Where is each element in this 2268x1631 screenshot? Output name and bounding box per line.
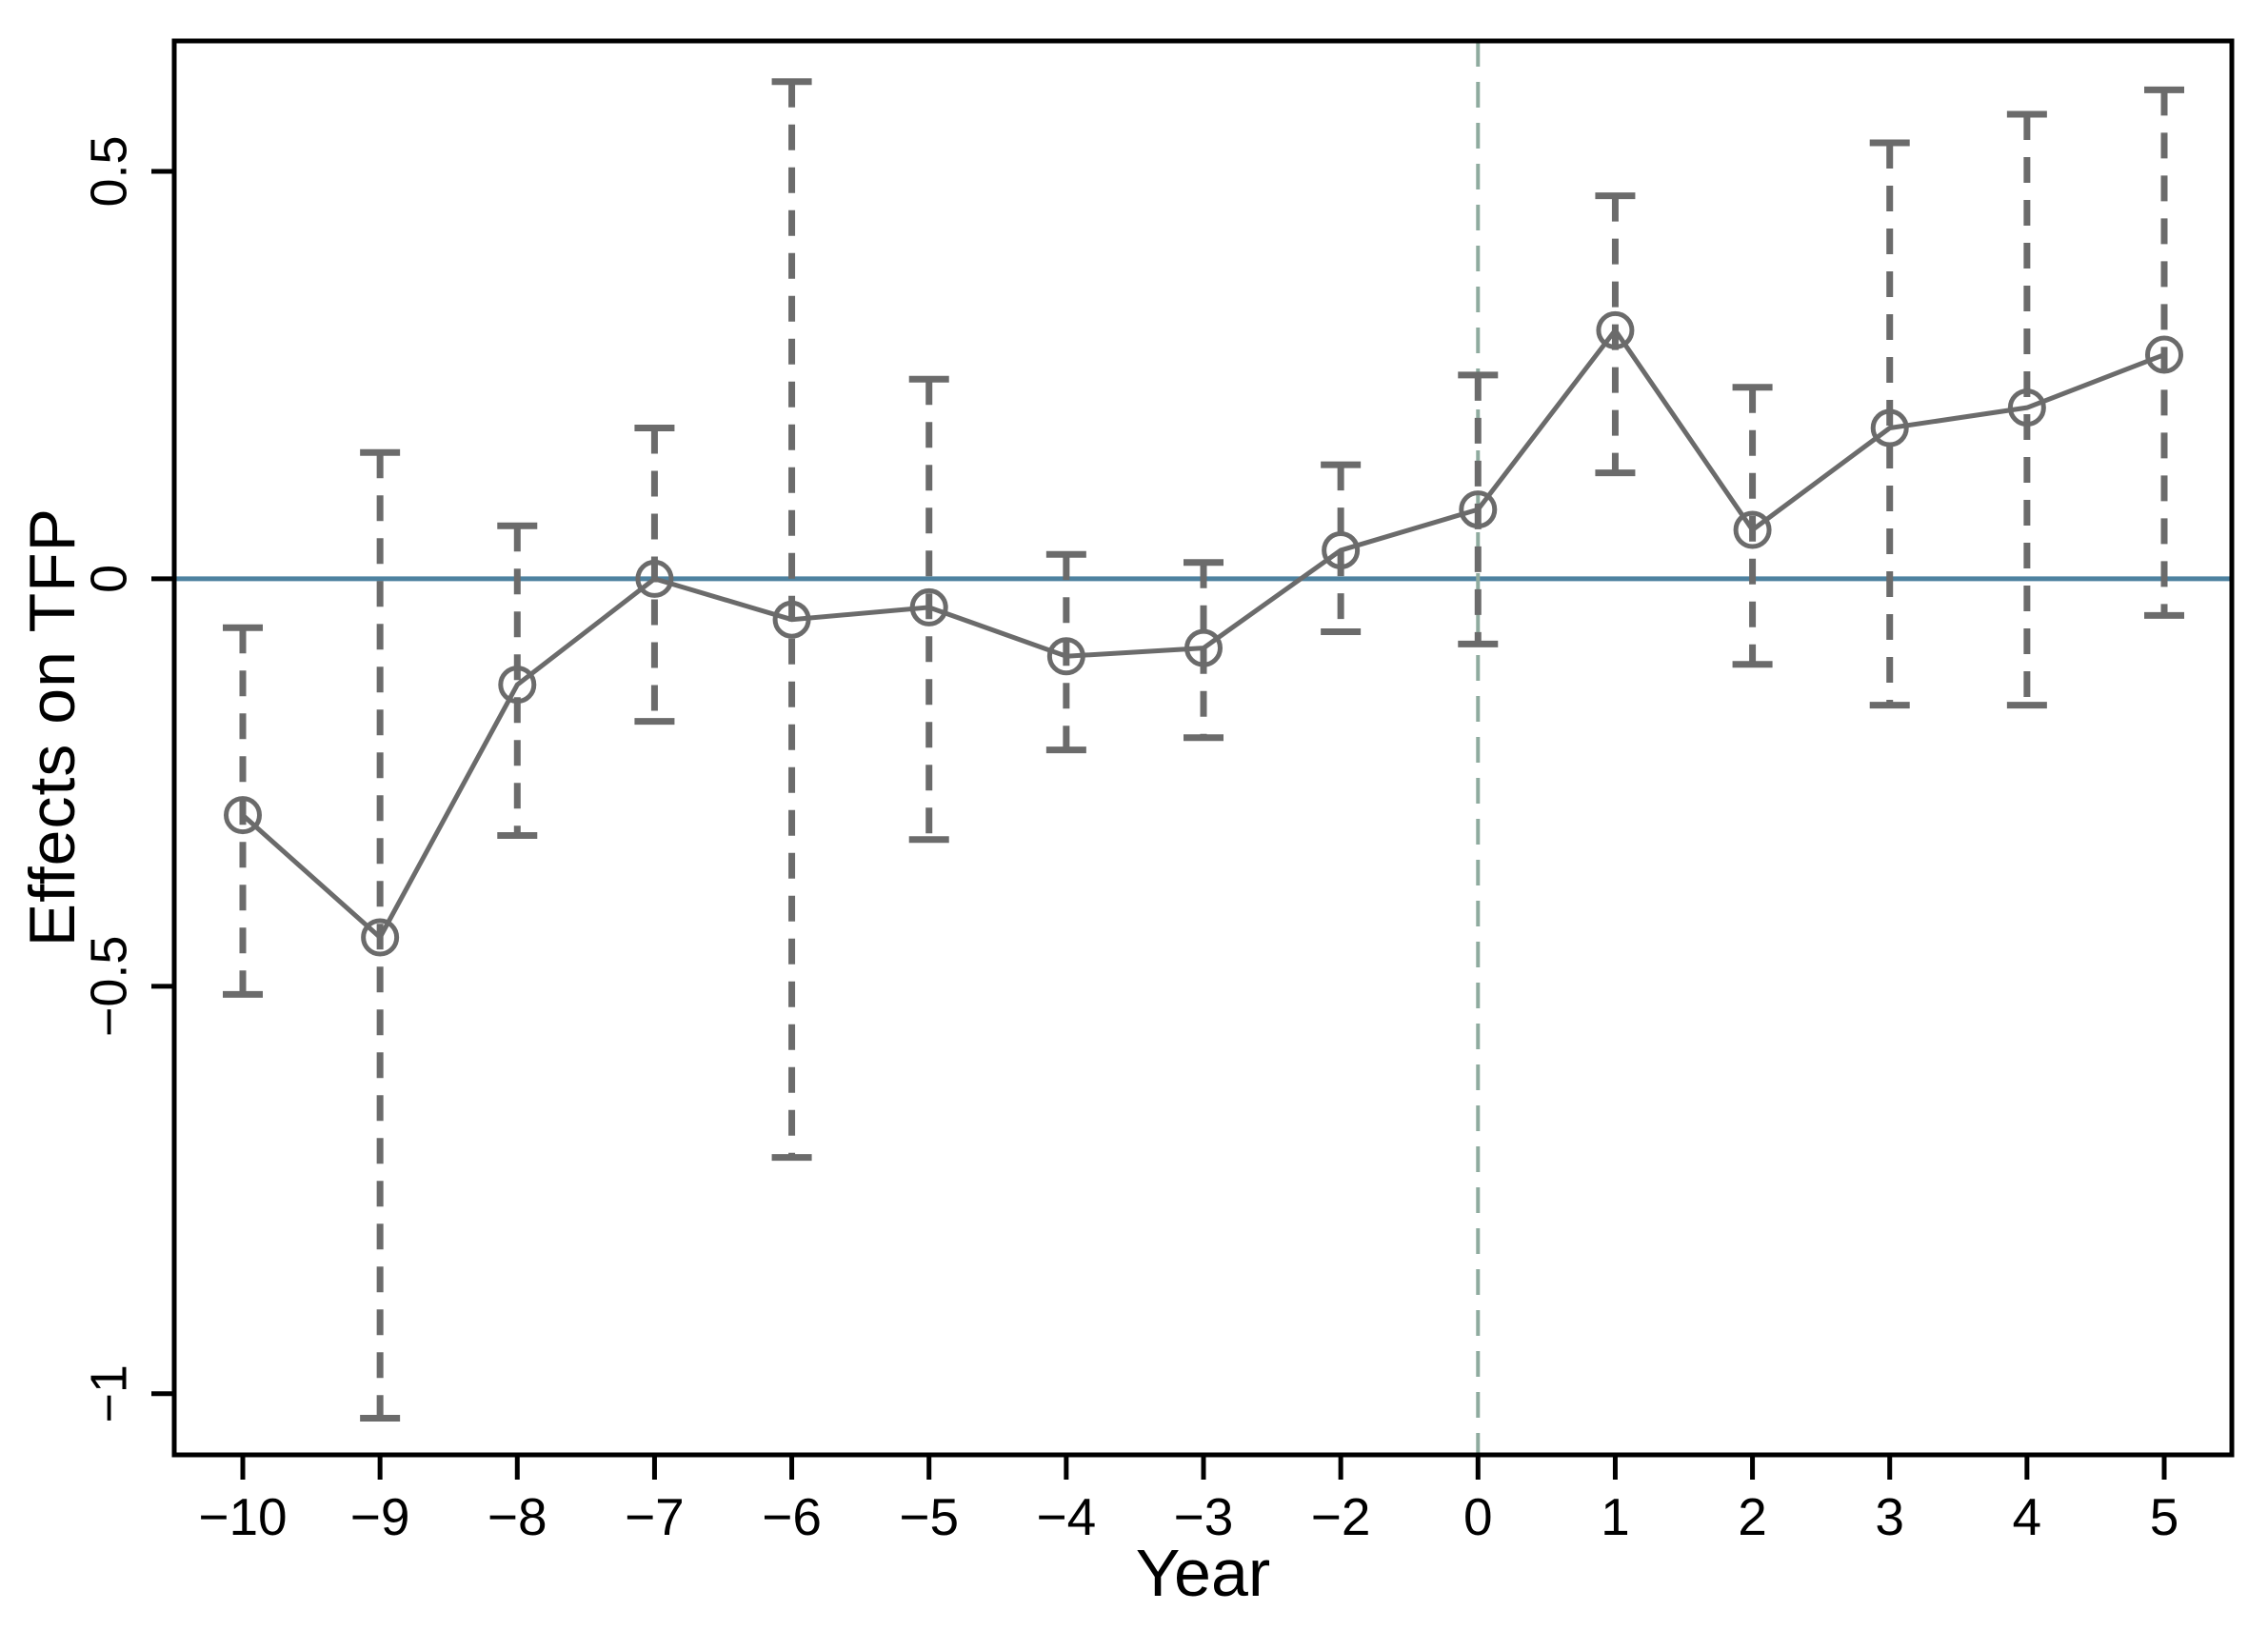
estimate-marker	[909, 587, 948, 627]
estimate-marker	[772, 600, 811, 639]
x-tick-label: −2	[1311, 1487, 1371, 1546]
estimate-marker	[1322, 530, 1361, 569]
y-tick-label: 0	[80, 565, 137, 593]
y-axis-title-wrap: Effects on TFP	[16, 0, 89, 1455]
y-tick-label: −1	[80, 1364, 137, 1423]
estimate-marker	[1046, 637, 1085, 676]
y-tick-label: −0.5	[80, 936, 137, 1038]
x-tick-label: 3	[1875, 1487, 1904, 1546]
x-tick-label: −9	[350, 1487, 410, 1546]
x-tick-label: 2	[1738, 1487, 1767, 1546]
x-tick-label: −8	[487, 1487, 547, 1546]
estimate-marker	[635, 559, 674, 598]
x-tick-label: 0	[1463, 1487, 1493, 1546]
estimate-marker	[361, 918, 400, 957]
x-axis-title-wrap: Year	[174, 1535, 2232, 1611]
estimate-marker	[224, 796, 262, 835]
estimate-marker	[2007, 388, 2046, 428]
estimate-marker	[1459, 490, 1498, 529]
estimate-marker	[1184, 628, 1223, 667]
x-tick-label: 4	[2013, 1487, 2042, 1546]
estimate-marker	[2145, 335, 2183, 374]
x-tick-label: −7	[625, 1487, 685, 1546]
x-tick-label: −5	[899, 1487, 959, 1546]
estimate-marker	[498, 666, 537, 705]
estimate-marker	[1596, 310, 1635, 349]
estimate-marker	[1733, 510, 1772, 549]
x-tick-label: 5	[2150, 1487, 2179, 1546]
x-tick-label: −10	[198, 1487, 287, 1546]
estimate-line	[241, 326, 2165, 942]
y-axis-title: Effects on TFP	[16, 507, 89, 947]
x-tick-label: 1	[1601, 1487, 1630, 1546]
estimate-marker	[1870, 408, 1909, 448]
x-tick-label: −6	[762, 1487, 822, 1546]
y-tick-label: 0.5	[80, 135, 137, 207]
x-tick-label: −3	[1174, 1487, 1234, 1546]
x-axis-title: Year	[1135, 1536, 1271, 1610]
x-tick-label: −4	[1036, 1487, 1096, 1546]
